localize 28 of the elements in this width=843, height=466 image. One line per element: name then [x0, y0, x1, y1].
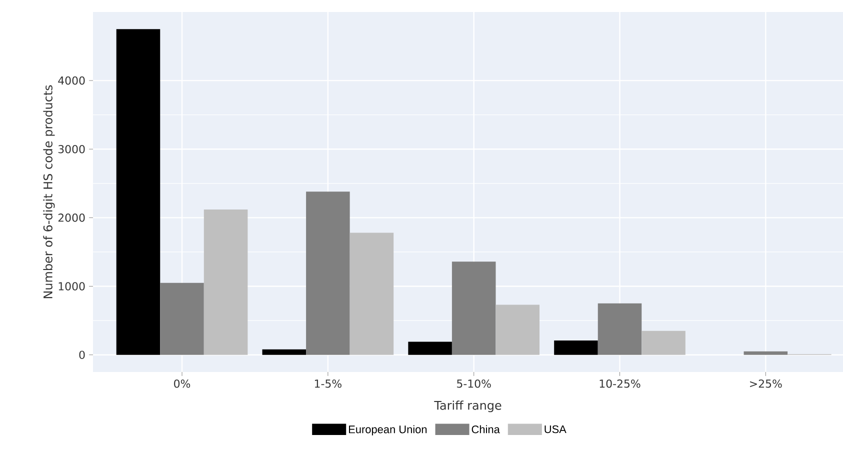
bar — [306, 192, 350, 355]
bar — [452, 262, 496, 355]
bar — [744, 351, 788, 355]
bar — [262, 349, 306, 355]
bar — [204, 209, 248, 355]
x-tick-label: 1-5% — [314, 380, 342, 388]
bar — [408, 342, 452, 355]
y-axis-title: Number of 6-digit HS code products — [43, 85, 55, 298]
legend-label: China — [472, 425, 500, 434]
legend-label: USA — [544, 425, 566, 434]
x-tick-label: 10-25% — [600, 380, 640, 388]
x-axis-title: Tariff range — [434, 400, 502, 412]
legend-label: European Union — [349, 425, 427, 436]
y-tick-label: 2000 — [58, 214, 85, 222]
y-tick-label: 4000 — [58, 76, 85, 85]
y-tick-label: 1000 — [58, 282, 85, 290]
x-tick-label: 5-10% — [457, 380, 491, 388]
x-tick-label: >25% — [750, 380, 782, 388]
bar — [642, 330, 686, 355]
bar — [350, 232, 394, 355]
bar — [496, 304, 540, 355]
y-tick-label: 0 — [79, 350, 85, 359]
bar — [554, 340, 598, 355]
x-tick-label: 0% — [174, 380, 190, 388]
bar — [598, 303, 642, 355]
bar — [116, 29, 160, 355]
bar — [160, 282, 204, 355]
y-tick-label: 3000 — [58, 144, 85, 154]
